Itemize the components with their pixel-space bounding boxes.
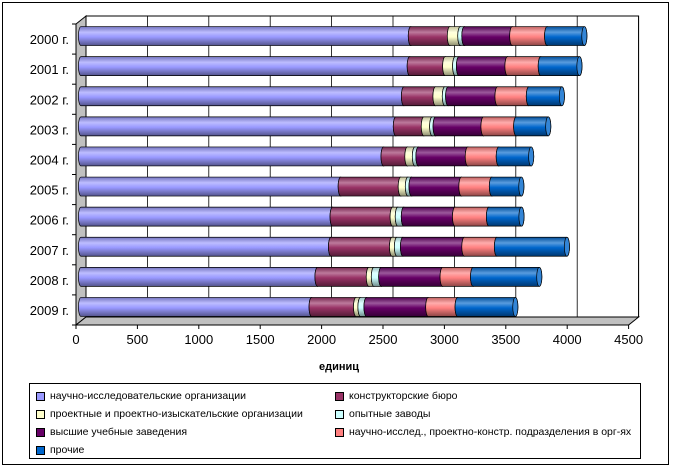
x-tick-label: 500 [127, 332, 149, 347]
bar-segment [493, 236, 570, 257]
y-tick-label: 2004 г. [30, 152, 69, 167]
legend: научно-исследовательские организации конс… [29, 383, 641, 459]
legend-label: опытные заводы [349, 408, 431, 420]
legend-swatch [36, 445, 45, 455]
bar-segment [407, 26, 453, 46]
x-tick-label: 2000 [307, 332, 336, 347]
legend-label: научно-исслед., проектно-констр. подразд… [349, 426, 632, 438]
bar-segment [504, 56, 544, 77]
y-tick-labels: 2000 г. 2001 г. 2002 г. 2003 г. 2004 г. 2005 … [30, 23, 76, 326]
legend-label: конструкторские бюро [349, 390, 458, 402]
bar-segment [525, 86, 565, 107]
y-tick-label: 2000 г. [30, 32, 69, 47]
x-axis-title: единиц [319, 361, 359, 373]
bar-segment [537, 56, 583, 77]
bar-segment [400, 236, 468, 257]
x-tick-label: 3000 [430, 332, 459, 347]
legend-swatch [335, 427, 344, 437]
bar-segment [329, 206, 396, 227]
legend-label: научно-исследовательские организации [50, 390, 246, 402]
legend-swatch [36, 409, 45, 419]
x-tick-label: 0 [72, 332, 79, 347]
x-tick-label: 1000 [184, 332, 213, 347]
bar-segment [78, 146, 387, 167]
bar-segment [445, 86, 501, 107]
y-tick-label: 2001 г. [30, 62, 69, 77]
bar-segment [454, 297, 519, 317]
bar-segment [78, 26, 414, 46]
y-tick-label: 2007 г. [30, 243, 69, 258]
bar-segment [328, 236, 396, 257]
bar-segment [78, 297, 315, 317]
floor [74, 316, 641, 326]
legend-label: проектные и проектно-изыскательские орга… [50, 408, 303, 420]
y-tick-label: 2008 г. [30, 273, 69, 288]
x-tick-label: 4000 [553, 332, 582, 347]
bar-segment [78, 116, 399, 137]
y-tick-label: 2003 г. [30, 122, 69, 137]
bar-segment [78, 86, 407, 107]
bar-segment [78, 176, 344, 197]
bar-segment [495, 146, 535, 167]
bar-segment [363, 297, 432, 317]
bars [78, 26, 588, 317]
bar-segment [78, 56, 413, 77]
legend-item: конструкторские бюро [335, 389, 458, 403]
bar-segment [337, 176, 404, 197]
bar-segment [488, 176, 525, 197]
legend-label: высшие учебные заведения [50, 426, 188, 438]
bar-segment [456, 56, 511, 77]
x-tick-label: 1500 [246, 332, 275, 347]
bar-segment [485, 206, 525, 227]
bar-segment [480, 116, 520, 137]
legend-item: высшие учебные заведения [36, 425, 187, 439]
bar-segment [415, 146, 471, 167]
bar-segment [513, 116, 552, 137]
bar-segment [408, 176, 465, 197]
bar-segment [544, 26, 588, 46]
legend-swatch [335, 409, 344, 419]
bar-segment [432, 116, 487, 137]
y-tick-label: 2005 г. [30, 183, 69, 198]
legend-swatch [335, 391, 344, 401]
y-tick-label: 2006 г. [30, 213, 69, 228]
x-tick-label: 4500 [614, 332, 643, 347]
bar-segment [509, 26, 551, 46]
bar-segment [461, 26, 516, 46]
bar-segment [314, 267, 372, 287]
legend-item: проектные и проектно-изыскательские орга… [36, 407, 303, 421]
legend-item: научно-исслед., проектно-констр. подразд… [335, 425, 631, 439]
legend-swatch [36, 391, 45, 401]
legend-item: прочие [36, 443, 84, 457]
x-tick-label: 3500 [491, 332, 520, 347]
bar-segment [406, 56, 449, 77]
y-tick-label: 2009 г. [30, 303, 69, 318]
bar-segment [78, 267, 321, 287]
bar-segment [400, 206, 458, 227]
bar-segment [78, 206, 336, 227]
bar-segment [470, 267, 543, 287]
legend-label: прочие [50, 444, 85, 456]
bar-segment [378, 267, 446, 287]
bar-segment [452, 206, 492, 227]
legend-item: научно-исследовательские организации [36, 389, 246, 403]
y-tick-label: 2002 г. [30, 92, 69, 107]
x-tick-labels: 0 500 1000 1500 2000 2500 3000 3500 4000 4500 [72, 325, 643, 347]
bar-segment [308, 297, 360, 317]
bar-segment [78, 236, 334, 257]
bar-segment [461, 236, 500, 257]
x-tick-label: 2500 [369, 332, 398, 347]
legend-swatch [36, 427, 45, 437]
legend-item: опытные заводы [335, 407, 430, 421]
